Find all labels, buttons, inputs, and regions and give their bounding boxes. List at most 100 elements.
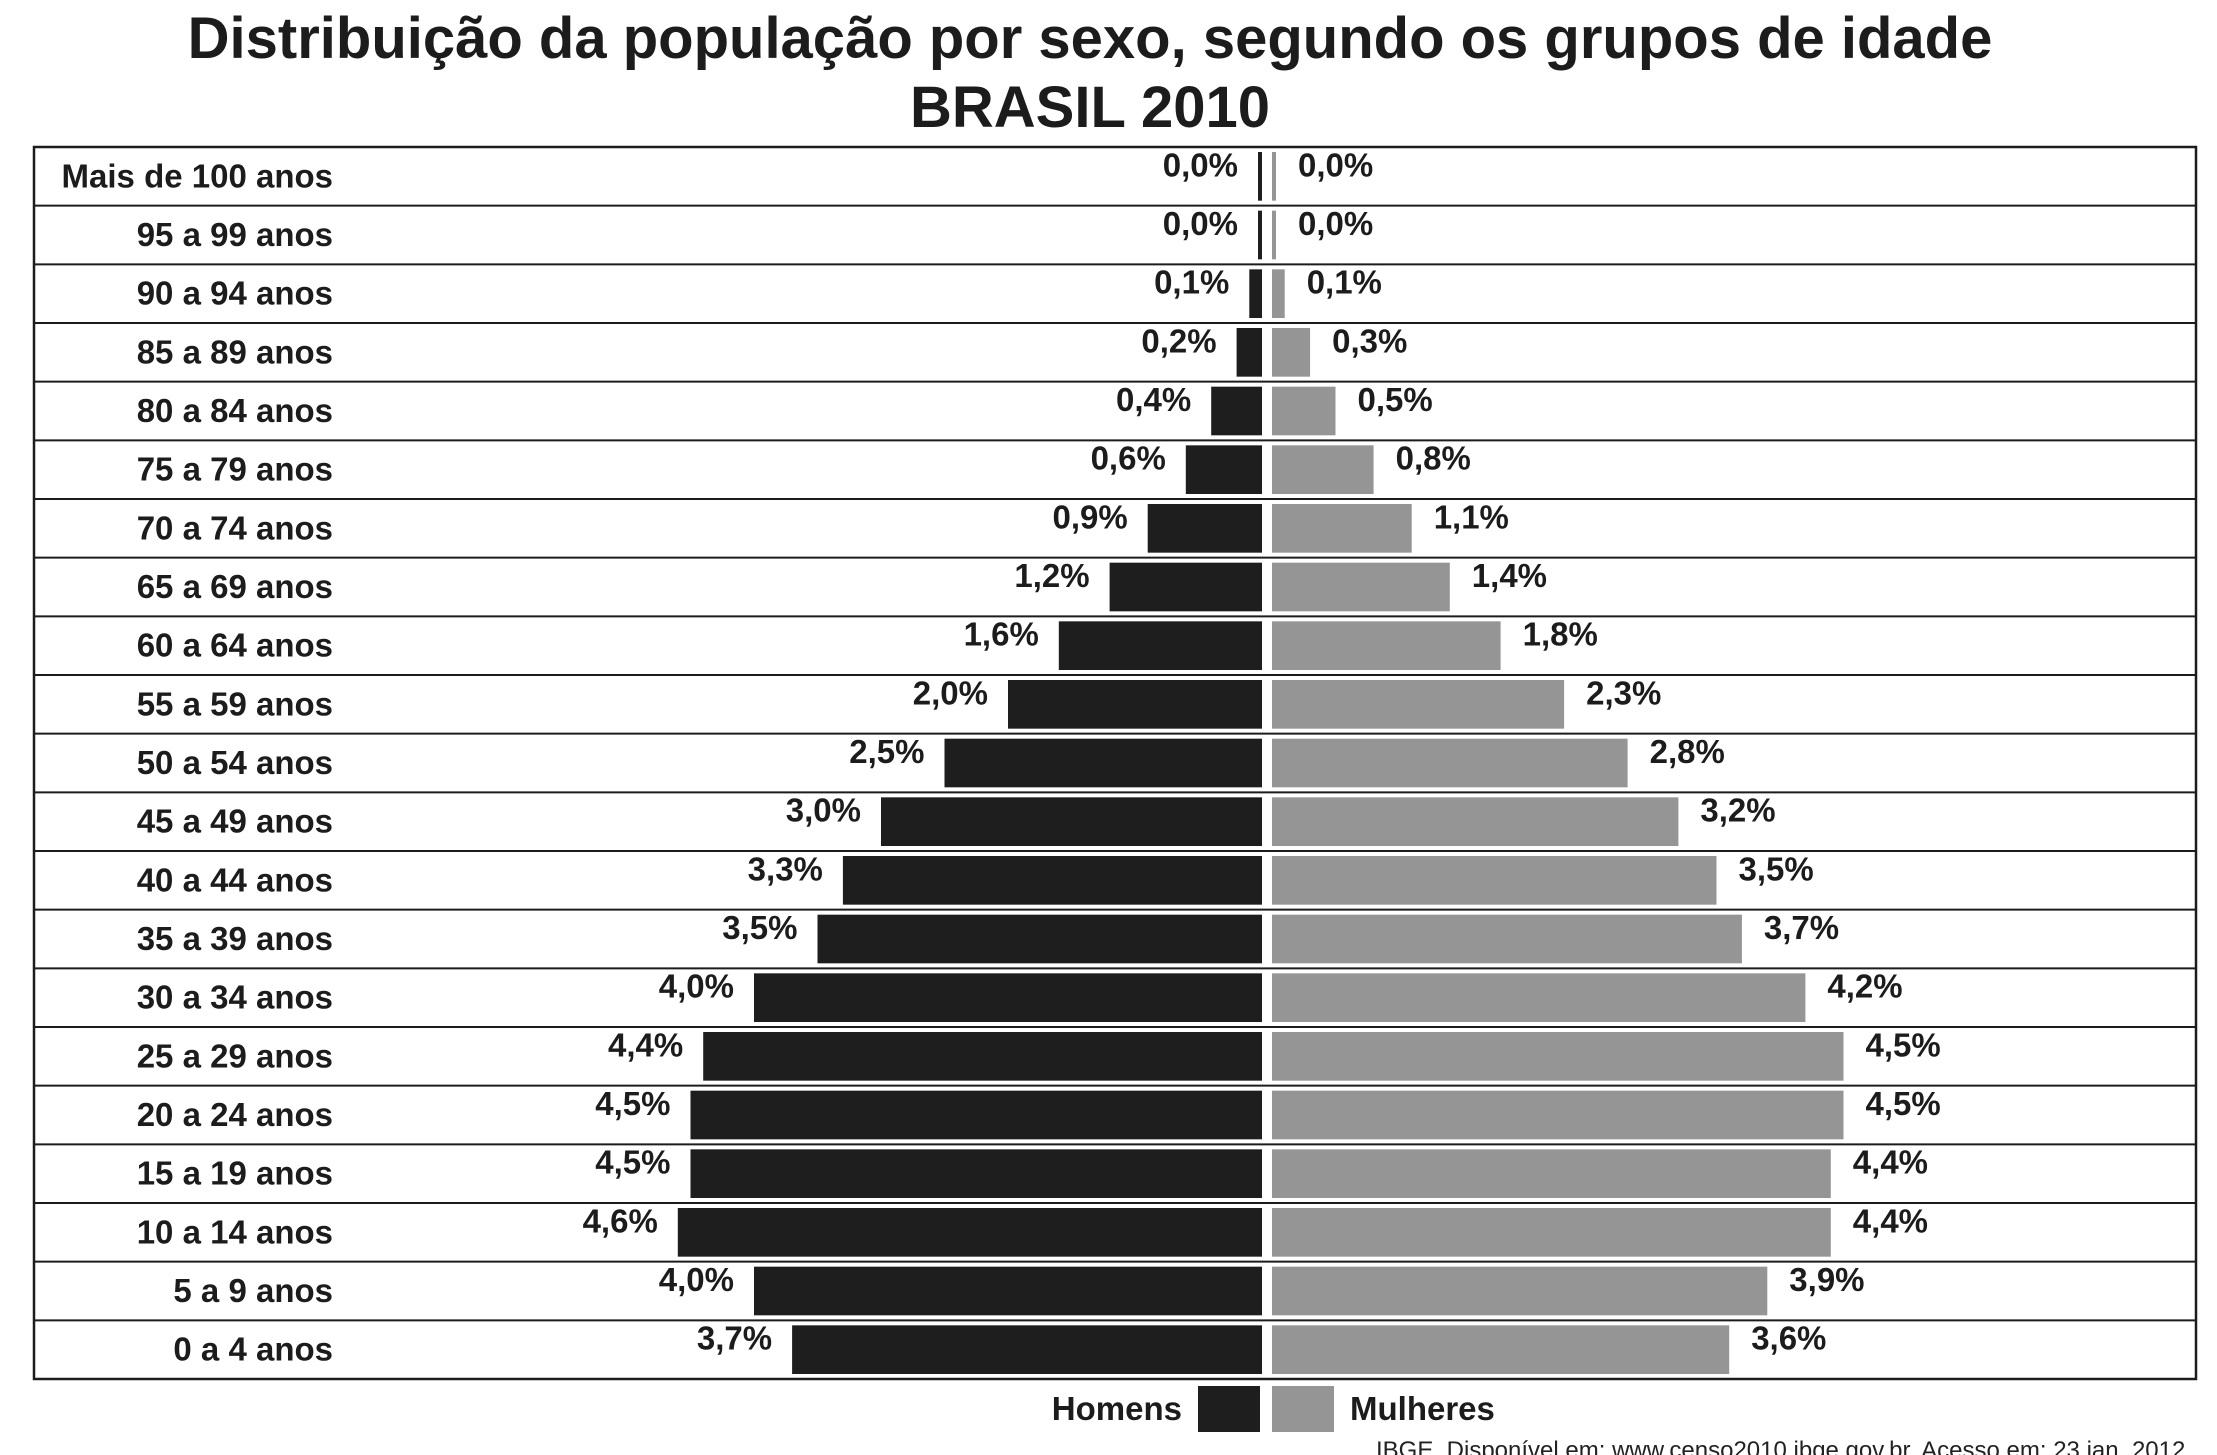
bar-mulheres [1272,504,1412,553]
value-label-homens: 0,9% [1052,498,1127,535]
age-group-label: 45 a 49 anos [137,803,333,840]
bar-homens [1258,152,1262,201]
bar-mulheres [1272,973,1806,1022]
bar-mulheres [1272,738,1628,788]
value-label-mulheres: 0,0% [1298,146,1373,183]
bar-homens [792,1325,1262,1374]
bar-homens [1058,621,1262,670]
value-label-homens: 4,5% [595,1085,670,1122]
age-group-label: 40 a 44 anos [137,861,333,898]
value-label-homens: 0,1% [1154,264,1229,301]
source-note: IBGE. Disponível em: www.censo2010.ibge.… [1376,1437,2192,1455]
value-label-mulheres: 0,5% [1358,381,1433,418]
age-group-label: 50 a 54 anos [137,744,333,781]
value-label-mulheres: 1,4% [1472,557,1547,594]
age-group-label: 90 a 94 anos [137,275,333,312]
value-label-mulheres: 0,3% [1332,322,1407,359]
legend: Homens Mulheres [1052,1386,1495,1432]
value-label-mulheres: 1,8% [1523,616,1598,653]
bar-homens [1109,562,1262,612]
bar-homens [1147,504,1262,553]
value-label-mulheres: 4,5% [1866,1085,1941,1122]
bar-mulheres [1272,328,1311,377]
age-group-label: 10 a 14 anos [137,1213,333,1250]
bar-homens [1185,445,1262,494]
bar-homens [677,1208,1262,1257]
age-group-label: 85 a 89 anos [137,333,333,370]
bar-mulheres [1272,269,1285,318]
value-label-mulheres: 3,5% [1739,850,1814,887]
age-group-label: 95 a 99 anos [137,216,333,253]
legend-swatch-mulheres [1272,1386,1334,1432]
value-label-homens: 1,2% [1014,557,1089,594]
value-label-homens: 0,0% [1163,146,1238,183]
value-label-homens: 3,7% [697,1320,772,1357]
value-label-mulheres: 0,8% [1396,440,1471,477]
value-label-homens: 0,4% [1116,381,1191,418]
bar-mulheres [1272,1032,1844,1081]
value-label-mulheres: 4,4% [1853,1144,1928,1181]
value-label-homens: 4,0% [659,1261,734,1298]
age-group-label: 80 a 84 anos [137,392,333,429]
value-label-homens: 0,6% [1091,440,1166,477]
bar-homens [1008,680,1262,729]
value-label-homens: 0,0% [1163,205,1238,242]
value-label-mulheres: 1,1% [1434,498,1509,535]
value-label-mulheres: 3,7% [1764,909,1839,946]
bar-mulheres [1272,680,1565,729]
bar-homens [944,738,1262,788]
value-label-homens: 4,4% [608,1026,683,1063]
age-group-label: 15 a 19 anos [137,1155,333,1192]
age-group-label: 60 a 64 anos [137,627,333,664]
plot-frame [32,145,2198,1381]
bar-mulheres [1272,445,1374,494]
bar-homens [1258,210,1262,260]
value-label-mulheres: 4,5% [1866,1026,1941,1063]
bar-homens [690,1149,1262,1198]
value-label-homens: 4,5% [595,1144,670,1181]
value-label-homens: 3,0% [786,792,861,829]
chart-subtitle: BRASIL 2010 [910,75,1270,140]
bar-mulheres [1272,621,1501,670]
bar-homens [1211,386,1262,436]
age-group-label: 70 a 74 anos [137,509,333,546]
value-label-mulheres: 0,1% [1307,264,1382,301]
age-group-label: Mais de 100 anos [62,157,333,194]
bar-mulheres [1272,1266,1768,1316]
value-label-mulheres: 3,2% [1700,792,1775,829]
legend-label-homens: Homens [1052,1390,1182,1427]
value-label-mulheres: 0,0% [1298,205,1373,242]
bar-homens [842,856,1262,905]
age-group-label: 65 a 69 anos [137,568,333,605]
bar-homens [754,973,1262,1022]
value-label-homens: 4,0% [659,968,734,1005]
bar-mulheres [1272,1090,1844,1140]
age-group-label: 0 a 4 anos [173,1331,333,1368]
bar-homens [881,797,1262,846]
bar-mulheres [1272,914,1742,964]
legend-label-mulheres: Mulheres [1350,1390,1495,1427]
age-group-label: 25 a 29 anos [137,1037,333,1074]
value-label-homens: 2,0% [913,674,988,711]
value-label-mulheres: 3,6% [1751,1320,1826,1357]
bar-mulheres [1272,1208,1831,1257]
bar-homens [690,1090,1262,1140]
value-label-mulheres: 4,4% [1853,1202,1928,1239]
age-group-label: 30 a 34 anos [137,979,333,1016]
bar-marks [677,152,1844,1374]
value-label-homens: 1,6% [964,616,1039,653]
value-label-mulheres: 4,2% [1827,968,1902,1005]
bar-mulheres [1272,562,1450,612]
bar-homens [1249,269,1262,318]
value-label-homens: 3,3% [748,850,823,887]
value-label-homens: 4,6% [583,1202,658,1239]
bar-mulheres [1272,386,1336,436]
age-group-label: 35 a 39 anos [137,920,333,957]
age-group-label: 55 a 59 anos [137,685,333,722]
bar-mulheres [1272,210,1276,260]
age-group-label: 75 a 79 anos [137,451,333,488]
bar-homens [1236,328,1262,377]
bar-mulheres [1272,797,1679,846]
legend-swatch-homens [1198,1386,1260,1432]
